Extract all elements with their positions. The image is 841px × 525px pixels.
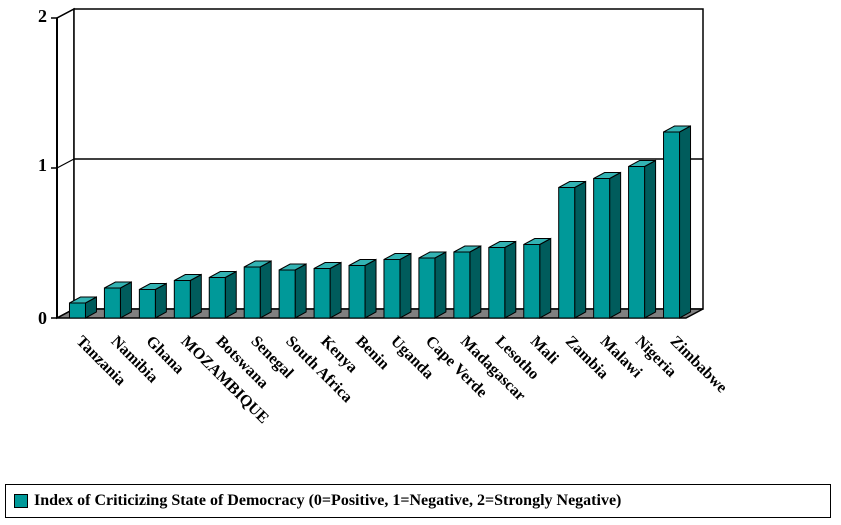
bar xyxy=(523,237,552,319)
bar xyxy=(313,261,342,319)
bar-side xyxy=(539,237,552,319)
bar xyxy=(278,263,307,319)
bar-side xyxy=(574,180,587,319)
bar xyxy=(103,281,132,319)
y-axis-ticks: 0 1 2 xyxy=(38,6,47,328)
bar xyxy=(348,258,377,319)
bar-side xyxy=(329,261,342,319)
x-axis-labels: TanzaniaNamibiaGhanaMOZAMBIQUEBotswanaSe… xyxy=(73,333,731,427)
bar-front xyxy=(313,268,331,319)
legend-label: Index of Criticizing State of Democracy … xyxy=(34,492,622,509)
legend: Index of Criticizing State of Democracy … xyxy=(5,484,831,518)
bar xyxy=(488,240,517,319)
bar xyxy=(453,245,482,319)
bar-front xyxy=(278,269,296,319)
bar xyxy=(558,180,587,319)
bar-side xyxy=(189,273,202,319)
bar-front xyxy=(663,131,681,319)
bar-side xyxy=(434,251,447,319)
bar xyxy=(628,159,657,319)
bar-front xyxy=(488,247,506,319)
bar xyxy=(243,260,272,319)
bar-side xyxy=(294,263,307,319)
bar-front xyxy=(103,287,121,319)
bar xyxy=(663,125,692,319)
bar-front xyxy=(383,259,401,319)
bar-front xyxy=(593,178,611,319)
bar-side xyxy=(364,258,377,319)
bar xyxy=(138,282,167,319)
bar-side xyxy=(609,171,622,319)
bar-front xyxy=(558,187,576,319)
bar-side xyxy=(399,252,412,319)
bar xyxy=(173,273,202,319)
wall-gridline xyxy=(56,158,75,169)
bar-front xyxy=(628,166,646,319)
bar-side xyxy=(644,159,657,319)
bar-side xyxy=(469,245,482,319)
bar xyxy=(208,270,237,319)
bar xyxy=(418,251,447,319)
bar-front xyxy=(68,302,86,319)
wall-gridline xyxy=(56,8,75,19)
bar-chart: 0 1 2 TanzaniaNamibiaGhanaMOZAMBIQUEBots… xyxy=(38,6,731,427)
bar xyxy=(593,171,622,319)
x-tick-label: Benin xyxy=(352,333,392,373)
y-tick-label: 2 xyxy=(38,6,47,26)
bar-front xyxy=(243,266,261,319)
bar-front xyxy=(418,257,436,319)
bar-front xyxy=(208,277,226,319)
bar-front xyxy=(173,280,191,319)
legend-swatch xyxy=(14,494,28,508)
bar-side xyxy=(679,125,692,319)
bar-front xyxy=(138,289,156,319)
bar xyxy=(383,252,412,319)
bar-front xyxy=(348,265,366,319)
bar-front xyxy=(453,251,471,319)
bar-side xyxy=(504,240,517,319)
y-tick-label: 0 xyxy=(38,308,47,328)
bar-side xyxy=(224,270,237,319)
bar-side xyxy=(259,260,272,319)
bar-series xyxy=(68,125,692,319)
bar-front xyxy=(523,244,541,319)
y-tick-label: 1 xyxy=(38,155,47,175)
bar xyxy=(68,296,97,319)
